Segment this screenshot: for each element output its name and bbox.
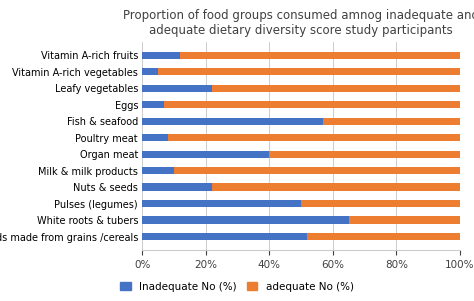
Bar <box>168 134 460 141</box>
Bar <box>142 117 323 125</box>
Bar <box>142 216 348 224</box>
Bar <box>212 85 460 92</box>
Bar <box>142 101 164 108</box>
Bar <box>323 117 460 125</box>
Bar <box>174 167 460 175</box>
Bar <box>142 85 212 92</box>
Bar <box>142 233 307 240</box>
Bar <box>142 51 180 59</box>
Bar <box>164 101 460 108</box>
Bar <box>158 68 460 76</box>
Bar <box>142 134 168 141</box>
Bar <box>142 68 158 76</box>
Title: Proportion of food groups consumed amnog inadequate and
adequate dietary diversi: Proportion of food groups consumed amnog… <box>123 9 474 37</box>
Bar <box>142 184 212 191</box>
Bar <box>180 51 460 59</box>
Bar <box>348 216 460 224</box>
Bar <box>307 233 460 240</box>
Bar <box>301 200 460 207</box>
Legend: Inadequate No (%), adequate No (%): Inadequate No (%), adequate No (%) <box>116 278 358 296</box>
Bar <box>142 167 174 175</box>
Bar <box>142 200 301 207</box>
Bar <box>269 150 460 158</box>
Bar <box>142 150 269 158</box>
Bar <box>212 184 460 191</box>
